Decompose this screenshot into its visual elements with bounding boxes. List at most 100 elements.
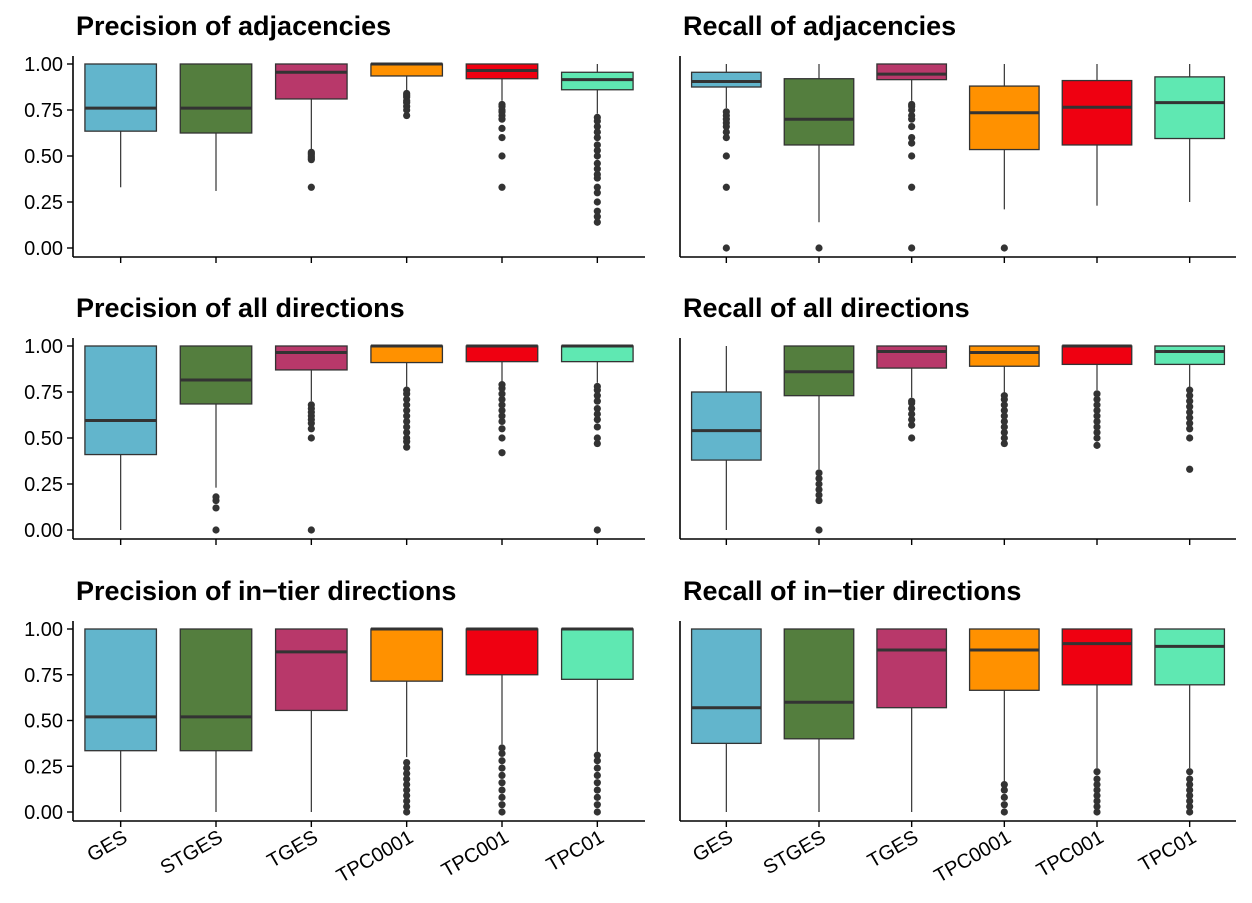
box-TPC01 bbox=[1154, 64, 1226, 202]
outlier-point bbox=[908, 434, 916, 442]
outlier-point bbox=[1000, 793, 1008, 801]
outlier-point bbox=[1000, 392, 1008, 400]
iqr-box bbox=[274, 628, 348, 712]
x-tick-label: TPC001 bbox=[1033, 826, 1108, 882]
outlier-point bbox=[1093, 775, 1101, 783]
panel-6: Recall of in−tier directions GES STGES TGES… bbox=[679, 576, 1236, 888]
box-TGES bbox=[876, 63, 948, 252]
outlier-point bbox=[403, 111, 411, 120]
outlier-point bbox=[1093, 780, 1101, 789]
outlier-point bbox=[908, 421, 916, 429]
outlier-point bbox=[498, 786, 506, 794]
panel-title: Precision of adjacencies bbox=[76, 11, 391, 41]
outlier-point bbox=[1186, 425, 1194, 433]
y-tick-label: 0.25 bbox=[24, 192, 63, 214]
outlier-point bbox=[593, 771, 601, 780]
outlier-point bbox=[815, 491, 823, 499]
outlier-point bbox=[593, 122, 601, 131]
iqr-box bbox=[560, 628, 634, 680]
outlier-point bbox=[593, 423, 601, 431]
outlier-point bbox=[403, 423, 411, 431]
outlier-point bbox=[1093, 808, 1101, 816]
outlier-point bbox=[722, 108, 730, 116]
panel-3: Precision of all directions 0.00 0.25 0.50 0… bbox=[24, 293, 645, 545]
box-TGES bbox=[274, 345, 348, 534]
outlier-point bbox=[1186, 414, 1194, 422]
outlier-point bbox=[1186, 802, 1194, 811]
outlier-point bbox=[593, 189, 601, 197]
outlier-point bbox=[212, 504, 220, 512]
y-tick-label: 0.75 bbox=[24, 100, 63, 122]
outlier-point bbox=[1000, 428, 1008, 437]
outlier-point bbox=[498, 808, 506, 816]
outlier-point bbox=[1186, 768, 1194, 776]
box-TPC0001 bbox=[968, 345, 1040, 448]
iqr-box bbox=[370, 345, 444, 364]
outlier-point bbox=[498, 449, 506, 457]
outlier-point bbox=[593, 170, 601, 178]
outlier-point bbox=[403, 786, 411, 794]
outlier-point bbox=[908, 100, 916, 109]
box-TPC01 bbox=[1154, 628, 1226, 816]
outlier-point bbox=[1000, 401, 1008, 409]
iqr-box bbox=[968, 345, 1040, 367]
y-tick-label: 0.25 bbox=[24, 756, 63, 778]
y-tick-label: 0.00 bbox=[24, 802, 63, 824]
outlier-point bbox=[403, 406, 411, 414]
iqr-box bbox=[84, 345, 158, 456]
outlier-point bbox=[593, 808, 601, 816]
iqr-box bbox=[1061, 345, 1133, 366]
outlier-point bbox=[815, 496, 823, 505]
box-TPC0001 bbox=[370, 344, 444, 451]
iqr-box bbox=[968, 85, 1040, 151]
outlier-point bbox=[1186, 786, 1194, 794]
outlier-point bbox=[1000, 423, 1008, 431]
outlier-point bbox=[403, 443, 411, 451]
y-tick-label: 0.50 bbox=[24, 711, 63, 733]
box-TPC0001 bbox=[968, 64, 1040, 252]
box-TGES bbox=[274, 628, 348, 812]
outlier-point bbox=[593, 218, 601, 226]
panel-5: Precision of in−tier directions 0.00 0.25 0… bbox=[24, 576, 645, 888]
x-tick-label: TPC0001 bbox=[333, 826, 417, 887]
y-tick-label: 1.00 bbox=[24, 619, 63, 641]
outlier-point bbox=[908, 152, 916, 160]
outlier-point bbox=[1186, 797, 1194, 805]
box-GES bbox=[690, 64, 762, 252]
outlier-point bbox=[403, 434, 411, 442]
outlier-point bbox=[1186, 465, 1194, 473]
outlier-point bbox=[1093, 441, 1101, 449]
outlier-point bbox=[593, 764, 601, 772]
outlier-point bbox=[593, 434, 601, 442]
panel-title: Precision of all directions bbox=[76, 293, 405, 323]
box-GES bbox=[84, 63, 158, 188]
outlier-point bbox=[498, 764, 506, 772]
outlier-point bbox=[1093, 395, 1101, 403]
outlier-point bbox=[908, 111, 916, 120]
outlier-point bbox=[1186, 775, 1194, 783]
outlier-point bbox=[498, 801, 506, 809]
iqr-box bbox=[1154, 76, 1226, 140]
outlier-point bbox=[1186, 392, 1194, 400]
box-TGES bbox=[876, 628, 948, 812]
box-TPC01 bbox=[560, 627, 634, 816]
y-tick-label: 0.00 bbox=[24, 520, 63, 542]
iqr-box bbox=[560, 345, 634, 363]
iqr-box bbox=[179, 63, 253, 134]
outlier-point bbox=[1093, 428, 1101, 437]
outlier-point bbox=[498, 381, 506, 389]
outlier-point bbox=[498, 434, 506, 442]
iqr-box bbox=[179, 628, 253, 752]
outlier-point bbox=[593, 165, 601, 173]
box-TPC001 bbox=[1061, 344, 1133, 449]
outlier-point bbox=[1093, 802, 1101, 811]
box-TPC0001 bbox=[370, 627, 444, 816]
panel-title: Recall of all directions bbox=[683, 293, 970, 323]
outlier-point bbox=[403, 802, 411, 811]
outlier-point bbox=[908, 134, 916, 142]
box-TPC001 bbox=[465, 627, 539, 816]
outlier-point bbox=[403, 764, 411, 772]
outlier-point bbox=[498, 183, 506, 191]
x-tick-label: TGES bbox=[264, 826, 322, 872]
iqr-box bbox=[84, 628, 158, 752]
